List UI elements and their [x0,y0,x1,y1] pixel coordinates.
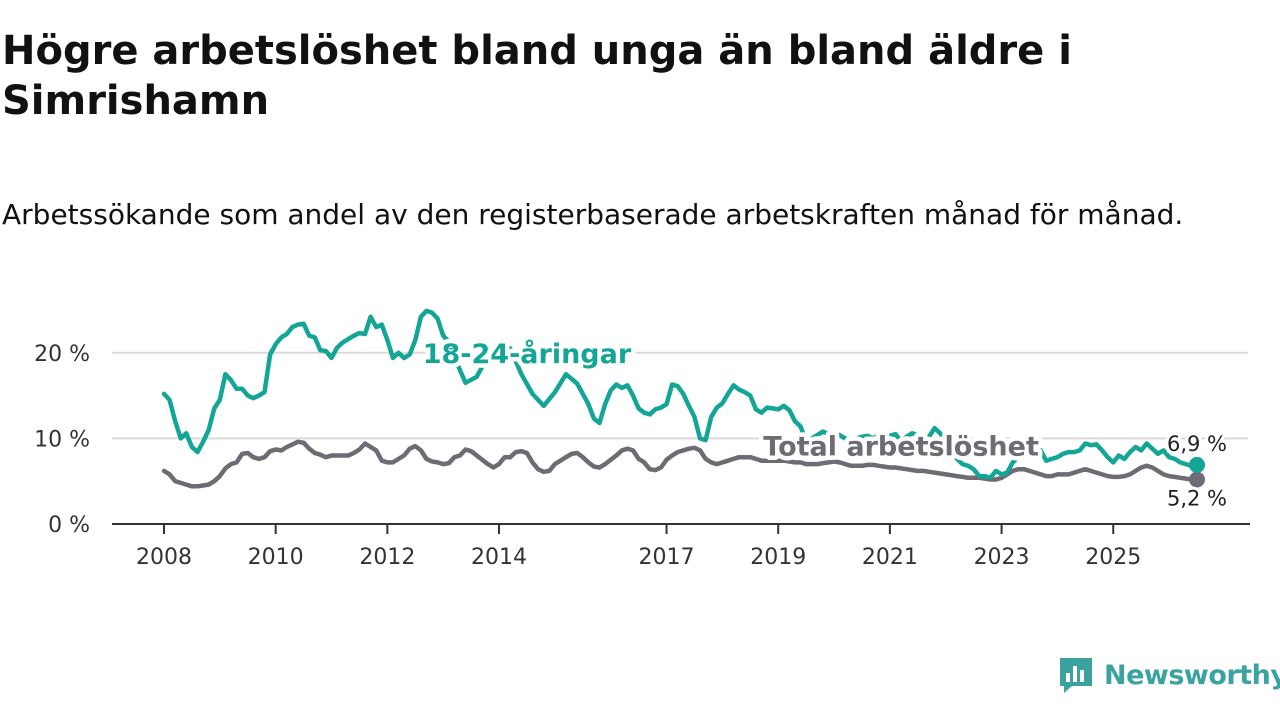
line-chart: 18-24-åringar Total arbetslöshet 6,9 % 5,2 … [34,308,1250,570]
x-tick-label: 2014 [471,545,527,570]
end-value-label-youth: 6,9 % [1167,432,1227,456]
chart-subtitle: Arbetssökande som andel av den registerb… [2,198,1184,231]
series-label-youth: 18-24-åringar [423,338,632,370]
x-tick-label: 2019 [750,545,806,570]
end-value-label-total: 5,2 % [1167,486,1227,510]
series-line-18-24-ringar [161,308,1200,481]
y-tick-label: 10 % [34,427,90,452]
x-tick-label: 2008 [136,545,192,570]
x-tick-label: 2012 [359,545,415,570]
x-tick-label: 2017 [639,545,695,570]
y-tick-label: 20 % [34,342,90,367]
newsworthy-logo: Newsworthy [1058,654,1280,696]
x-tick-label: 2010 [248,545,304,570]
series-label-total: Total arbetslöshet [763,432,1039,463]
end-marker-total-arbetsl-shet [1189,471,1205,488]
newsworthy-logo-icon [1060,658,1092,693]
series-line-total-arbetsl-shet [161,439,1200,489]
x-tick-label: 2025 [1085,545,1141,570]
newsworthy-wordmark: Newsworthy [1104,659,1280,691]
end-marker-18-24-ringar [1189,456,1205,473]
y-tick-label: 0 % [48,513,90,538]
chart-title: Högre arbetslöshet bland unga än bland ä… [2,28,1072,124]
x-tick-label: 2021 [862,545,918,570]
x-tick-label: 2023 [974,545,1030,570]
